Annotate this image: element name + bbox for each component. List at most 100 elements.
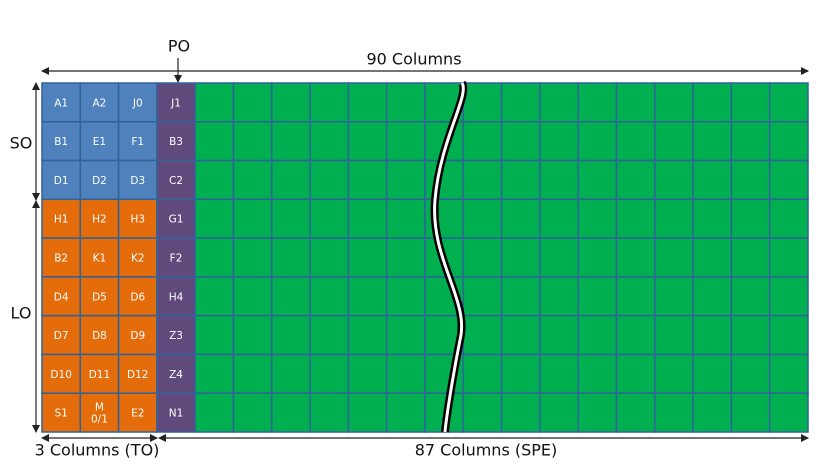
cell — [385, 121, 426, 162]
cell — [156, 392, 196, 433]
cell — [232, 276, 273, 317]
cell — [309, 198, 350, 239]
cell — [615, 276, 656, 317]
cell — [117, 121, 158, 162]
cell — [232, 353, 273, 394]
cell — [539, 121, 579, 162]
cell — [41, 314, 82, 356]
cell-label: D12 — [127, 369, 148, 381]
cell-label: C2 — [169, 175, 183, 187]
cell-label: B1 — [54, 136, 68, 148]
cell — [232, 237, 273, 278]
cell — [768, 237, 809, 278]
cell — [194, 314, 235, 356]
cell — [500, 121, 541, 162]
cell — [654, 392, 694, 433]
cell — [730, 198, 771, 239]
cell — [730, 159, 771, 201]
cell — [730, 276, 771, 317]
cell — [615, 82, 656, 123]
cell — [768, 353, 809, 394]
cell — [41, 353, 82, 394]
cell — [156, 159, 196, 201]
cell — [271, 121, 311, 162]
cell — [730, 82, 771, 123]
cell — [385, 237, 426, 278]
cell — [79, 198, 120, 239]
cell — [692, 121, 733, 162]
cell — [730, 237, 771, 278]
cell — [462, 353, 503, 394]
cell — [347, 159, 388, 201]
cell — [309, 353, 350, 394]
cell — [577, 276, 618, 317]
cell-label: K1 — [93, 253, 107, 265]
cell — [768, 159, 809, 201]
cell — [41, 121, 82, 162]
grid: A1 A2 J0 J1 B1 E1 F1 B3 D1 D2 D3 C2 H1 H2 H3 G1 B2 K1 K2 F2… — [41, 82, 809, 433]
cell-label: D9 — [130, 330, 145, 342]
cell-label: D3 — [130, 175, 145, 187]
cell-label: B2 — [54, 253, 68, 265]
cell — [385, 276, 426, 317]
cell — [768, 276, 809, 317]
cell — [692, 198, 733, 239]
cell — [577, 314, 618, 356]
cell — [79, 353, 120, 394]
cell-label: D11 — [89, 369, 110, 381]
cell — [347, 82, 388, 123]
cell — [79, 392, 120, 433]
cell-label: D4 — [54, 291, 69, 303]
cell — [462, 159, 503, 201]
spe-columns-label: 87 Columns (SPE) — [415, 441, 558, 460]
cell — [768, 121, 809, 162]
cell — [654, 353, 694, 394]
cell — [309, 276, 350, 317]
cell — [41, 198, 82, 239]
cell — [577, 82, 618, 123]
cell — [539, 392, 579, 433]
lo-label: LO — [11, 304, 32, 323]
po-label: PO — [168, 37, 190, 56]
cell — [730, 353, 771, 394]
cell — [539, 353, 579, 394]
cell-label: B3 — [169, 136, 183, 148]
cell-label: E1 — [93, 136, 106, 148]
cell — [347, 353, 388, 394]
cell — [271, 159, 311, 201]
cell-label: Z3 — [169, 330, 183, 342]
cell — [194, 353, 235, 394]
cell — [462, 121, 503, 162]
cell — [309, 314, 350, 356]
cell — [347, 121, 388, 162]
cell — [692, 353, 733, 394]
cell-label: H4 — [169, 291, 184, 303]
cell — [156, 198, 196, 239]
cell-label: H2 — [92, 214, 107, 226]
cell — [654, 121, 694, 162]
cell — [500, 276, 541, 317]
cell — [500, 237, 541, 278]
cell — [462, 392, 503, 433]
cell — [500, 198, 541, 239]
cell — [385, 353, 426, 394]
cell — [271, 392, 311, 433]
cell — [768, 82, 809, 123]
cell — [41, 237, 82, 278]
cell-label: D8 — [92, 330, 107, 342]
cell-label: D10 — [50, 369, 71, 381]
cell — [232, 121, 273, 162]
cell — [79, 237, 120, 278]
cell — [347, 276, 388, 317]
cell — [309, 82, 350, 123]
cell — [615, 353, 656, 394]
cell-label: J0 — [132, 97, 143, 109]
cell — [347, 198, 388, 239]
cell — [194, 276, 235, 317]
cell-label: Z4 — [169, 369, 183, 381]
cell — [232, 392, 273, 433]
cell — [692, 276, 733, 317]
cell — [232, 198, 273, 239]
cell — [347, 314, 388, 356]
